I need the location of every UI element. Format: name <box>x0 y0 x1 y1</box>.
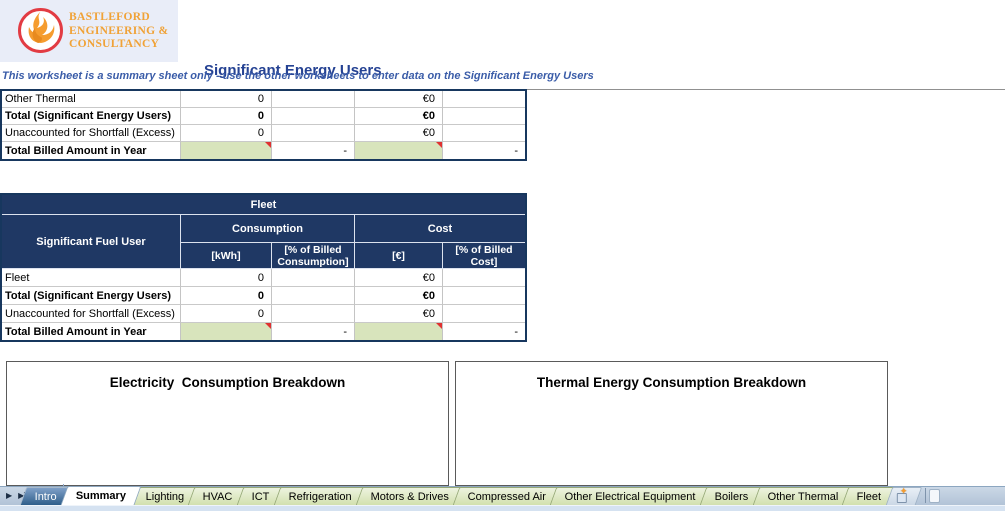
column-header-fuel-user[interactable]: Significant Fuel User <box>2 215 181 269</box>
cell-pct-cost[interactable] <box>443 108 525 125</box>
cell-kwh[interactable]: 0 <box>181 91 272 108</box>
comment-indicator <box>265 323 271 329</box>
thermal-summary-table: Other Thermal 0 €0 Total (Significant En… <box>0 89 527 161</box>
cell-pct-consumption[interactable] <box>272 125 355 142</box>
cell-label[interactable]: Fleet <box>2 269 181 287</box>
company-line: ENGINEERING & <box>69 24 169 37</box>
cell-pct-cost[interactable]: - <box>514 144 518 157</box>
cell-cost[interactable]: €0 <box>355 305 443 323</box>
cell-cost-input[interactable] <box>355 323 443 340</box>
comment-indicator <box>436 323 442 329</box>
comment-indicator <box>436 142 442 148</box>
sheet-tab-refrigeration[interactable]: Refrigeration <box>273 487 367 505</box>
cell-kwh[interactable]: 0 <box>181 269 272 287</box>
column-header-eur[interactable]: [€] <box>355 243 443 269</box>
cell-pct-consumption[interactable]: - <box>272 142 355 159</box>
cell-kwh[interactable]: 0 <box>181 305 272 323</box>
cell-label[interactable]: Total (Significant Energy Users) <box>2 108 181 125</box>
cell-pct-cost[interactable] <box>443 125 525 142</box>
column-group-cost[interactable]: Cost <box>355 215 525 243</box>
sheet-tab-label: Boilers <box>714 490 749 503</box>
cell-kwh-input[interactable] <box>181 142 272 159</box>
cell-cost[interactable]: €0 <box>355 91 443 108</box>
cell-cost-input[interactable] <box>355 142 443 159</box>
worksheet-note: This worksheet is a summary sheet only -… <box>2 70 594 82</box>
comment-indicator <box>265 142 271 148</box>
company-logo <box>18 8 63 53</box>
sheet-tab-label: Intro <box>35 490 58 503</box>
cell-kwh[interactable]: 0 <box>181 287 272 305</box>
flame-logo-icon <box>24 11 58 50</box>
column-group-consumption[interactable]: Consumption <box>181 215 355 243</box>
cell-kwh[interactable]: 0 <box>181 125 272 142</box>
cell-pct-cost[interactable]: - <box>514 325 518 338</box>
sheet-tab-label: HVAC <box>202 490 233 503</box>
sheet-tab-label: Lighting <box>145 490 184 503</box>
cell-pct-consumption[interactable] <box>272 108 355 125</box>
column-header-kwh[interactable]: [kWh] <box>181 243 272 269</box>
sheet-tab-label: Other Thermal <box>767 490 839 503</box>
sheet-tab-bar: ▶ ▶| Intro Summary Lighting HVAC ICT Ref… <box>0 486 1005 505</box>
cell-pct-consumption[interactable] <box>272 91 355 108</box>
column-header-pct-consumption[interactable]: [% of Billed Consumption] <box>272 243 355 269</box>
cell-kwh-input[interactable] <box>181 323 272 340</box>
cell-label[interactable]: Other Thermal <box>2 91 181 108</box>
logo-banner: BASTLEFORD ENGINEERING & CONSULTANCY <box>0 0 178 62</box>
company-name: BASTLEFORD ENGINEERING & CONSULTANCY <box>69 11 168 52</box>
electricity-breakdown-chart[interactable]: Electricity Consumption Breakdown <box>6 361 449 486</box>
tab-scroll-last-button[interactable]: ▶| <box>18 491 25 500</box>
horizontal-scrollbar[interactable] <box>928 489 940 503</box>
chart-title: Electricity Consumption Breakdown <box>109 375 346 390</box>
cell-pct-cost[interactable] <box>443 305 525 323</box>
chart-title: Thermal Energy Consumption Breakdown <box>536 375 807 390</box>
thermal-breakdown-chart[interactable]: Thermal Energy Consumption Breakdown <box>455 361 888 486</box>
sheet-tab-other-thermal[interactable]: Other Thermal <box>752 487 854 505</box>
page-title-line1: Significant Energy Users <box>204 62 382 79</box>
sheet-tab-label: Other Electrical Equipment <box>564 490 696 503</box>
tab-scroll-buttons: ▶ ▶| <box>0 487 28 505</box>
sheet-tab-motors-drives[interactable]: Motors & Drives <box>355 487 465 505</box>
company-line: BASTLEFORD <box>69 11 150 23</box>
cell-pct-cost[interactable] <box>443 287 525 305</box>
cell-label[interactable]: Total Billed Amount in Year <box>2 323 181 340</box>
tabbar-divider <box>924 488 926 503</box>
tab-scroll-next-button[interactable]: ▶ <box>6 491 12 500</box>
sheet-tab-label: Motors & Drives <box>370 490 449 503</box>
cell-label[interactable]: Total (Significant Energy Users) <box>2 287 181 305</box>
cell-kwh[interactable]: 0 <box>181 108 272 125</box>
sheet-tab-summary[interactable]: Summary <box>60 486 143 505</box>
cell-label[interactable]: Unaccounted for Shortfall (Excess) <box>2 305 181 323</box>
sheet-tab-label: Refrigeration <box>288 490 352 503</box>
column-header-pct-cost[interactable]: [% of Billed Cost] <box>443 243 525 269</box>
cell-pct-cost[interactable] <box>443 269 525 287</box>
cell-cost[interactable]: €0 <box>355 269 443 287</box>
cell-pct-consumption[interactable] <box>272 305 355 323</box>
fleet-table: Fleet Significant Fuel User Consumption … <box>0 193 527 342</box>
cell-pct-consumption[interactable] <box>272 287 355 305</box>
sheet-tab-label: Compressed Air <box>467 490 546 503</box>
pane-divider-tick <box>63 484 64 487</box>
sheet-tab-compressed-air[interactable]: Compressed Air <box>452 487 562 505</box>
cell-cost[interactable]: €0 <box>355 108 443 125</box>
company-line: CONSULTANCY <box>69 38 160 50</box>
cell-cost[interactable]: €0 <box>355 287 443 305</box>
cell-pct-consumption[interactable] <box>272 269 355 287</box>
sheet-tab-label: Fleet <box>857 490 882 503</box>
cell-label[interactable]: Unaccounted for Shortfall (Excess) <box>2 125 181 142</box>
insert-worksheet-icon: ✦ <box>896 486 907 503</box>
cell-pct-cost[interactable] <box>443 91 525 108</box>
sheet-tab-label: Summary <box>76 490 127 502</box>
cell-pct-consumption[interactable]: - <box>272 323 355 340</box>
cell-label[interactable]: Total Billed Amount in Year <box>2 142 181 159</box>
fleet-table-title[interactable]: Fleet <box>2 195 525 215</box>
cell-cost[interactable]: €0 <box>355 125 443 142</box>
sheet-tab-label: ICT <box>251 490 270 503</box>
sheet-tab-other-electrical-equipment[interactable]: Other Electrical Equipment <box>549 487 712 505</box>
row-gridline <box>525 89 1005 90</box>
status-bar-strip <box>0 505 1005 511</box>
insert-worksheet-button[interactable]: ✦ <box>885 486 923 505</box>
